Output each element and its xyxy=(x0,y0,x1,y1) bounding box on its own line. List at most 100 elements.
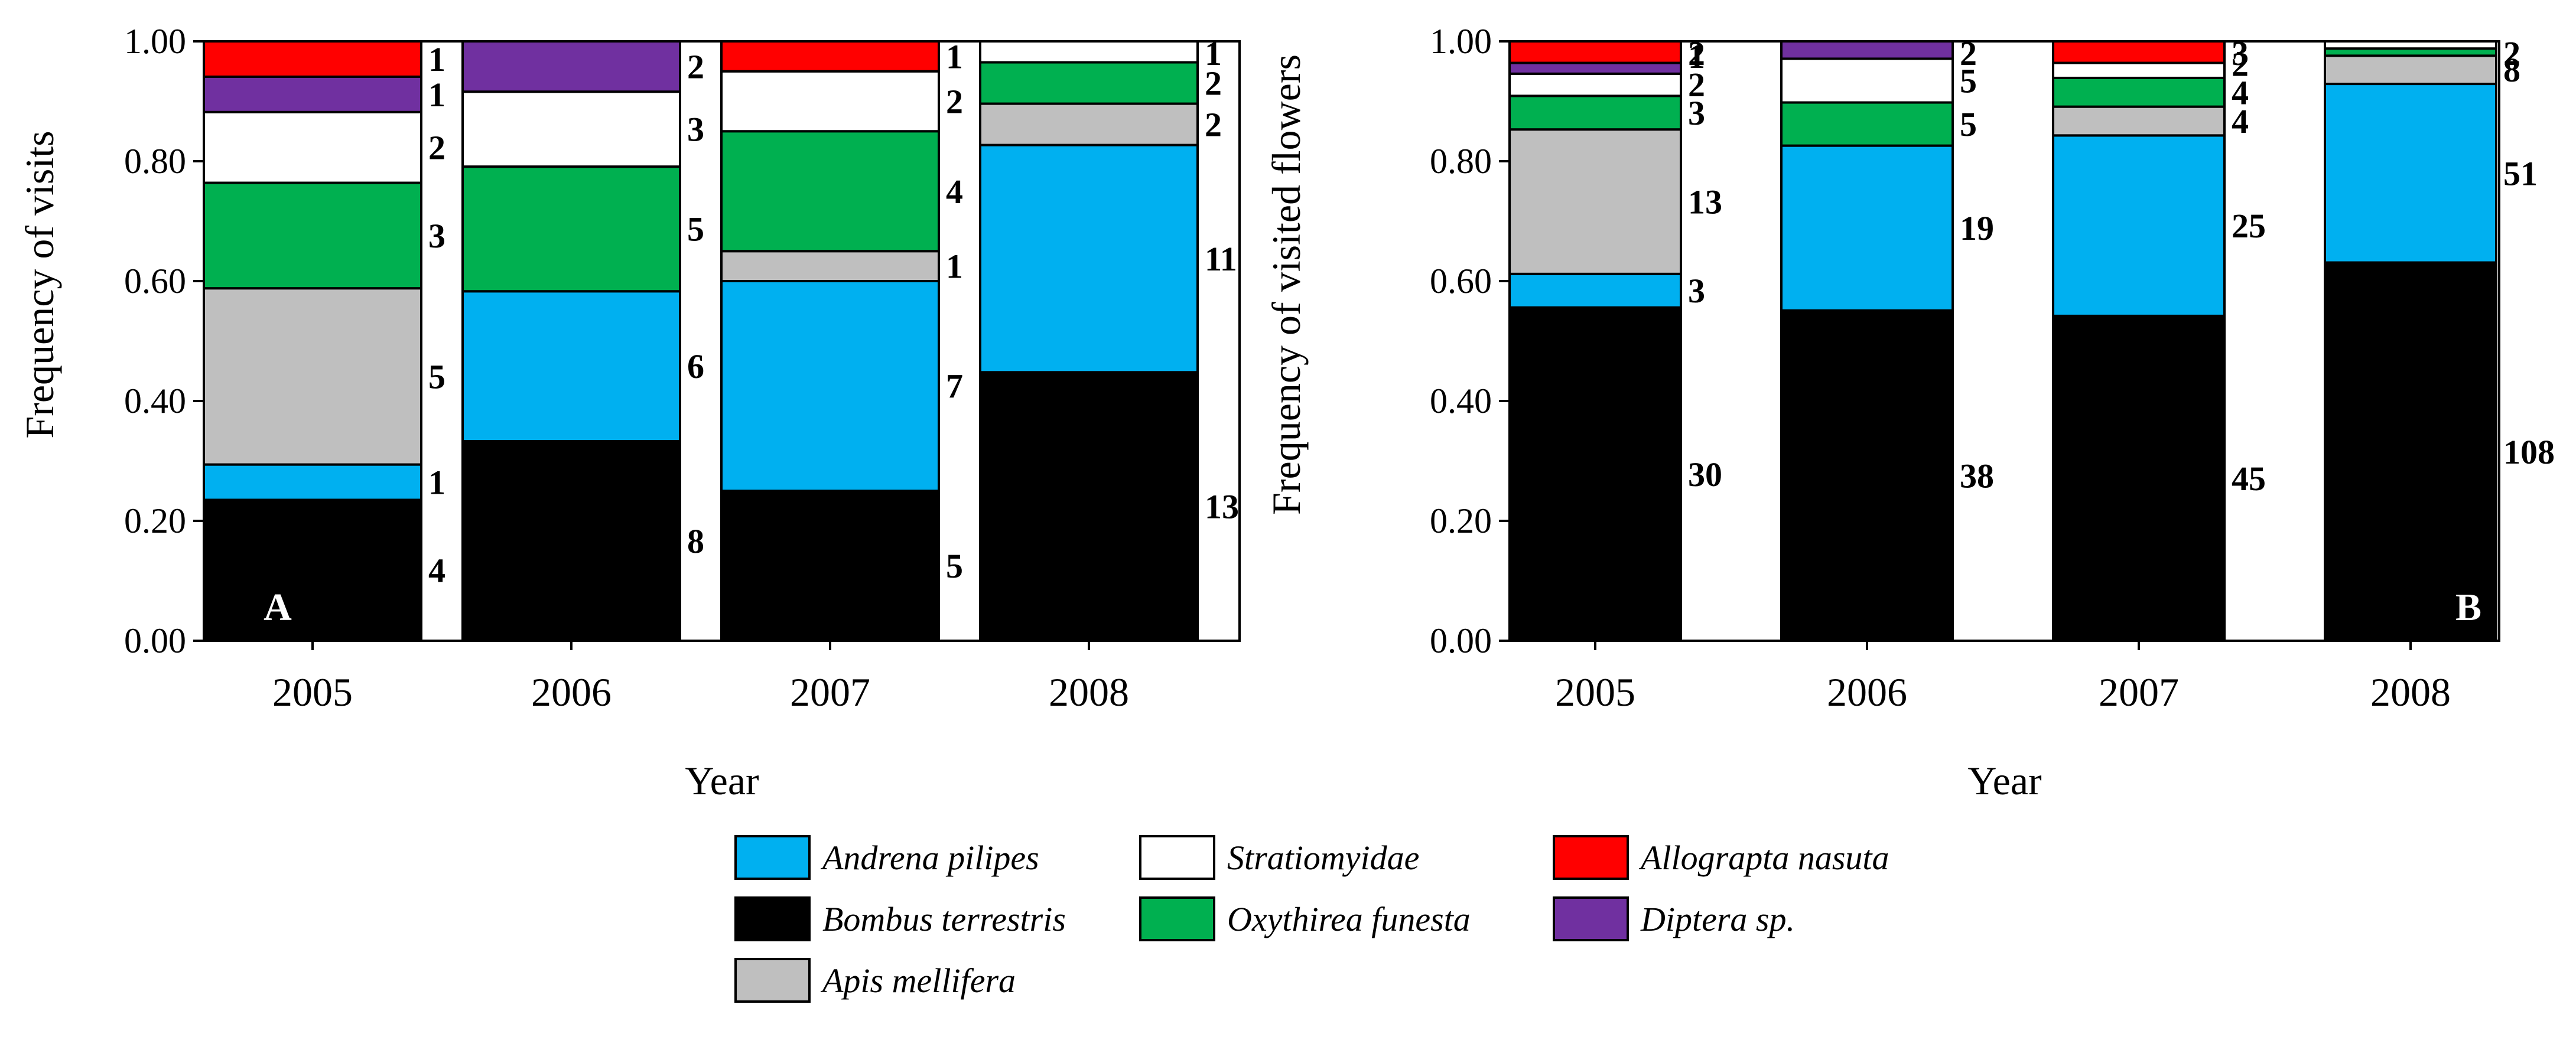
bar-segment-apis-mellifera-2007 xyxy=(2052,105,2226,137)
count-label: 5 xyxy=(1960,61,1977,100)
y-tick-label: 0.40 xyxy=(1430,381,1492,420)
count-label: 51 xyxy=(2503,154,2538,193)
bar-segment-andrena-pilipes-2006 xyxy=(461,290,681,443)
x-tick-label-2008: 2008 xyxy=(1049,670,1129,715)
legend-swatch-allograpta-nasuta xyxy=(1553,835,1629,880)
count-label: 4 xyxy=(428,552,445,590)
bar-segment-stratiomyidae-2008 xyxy=(2324,40,2497,50)
count-label: 13 xyxy=(1688,183,1722,221)
legend-item-apis-mellifera: Apis mellifera xyxy=(734,958,1016,1003)
bar-segment-oxythirea-funesta-2005 xyxy=(203,181,422,290)
bar-segment-oxythirea-funesta-2006 xyxy=(1780,101,1954,147)
x-tick-label-2005: 2005 xyxy=(1555,670,1635,715)
bar-segment-stratiomyidae-2005 xyxy=(1508,72,1682,97)
x-tick-label-2006: 2006 xyxy=(531,670,612,715)
count-label: 2 xyxy=(1960,34,1977,73)
count-label: 4 xyxy=(2232,73,2249,112)
bar-segment-apis-mellifera-2008 xyxy=(979,102,1199,146)
count-label: 5 xyxy=(1960,105,1977,144)
bar-segment-bombus-terrestris-2006 xyxy=(1780,309,1954,642)
count-label: 3 xyxy=(1688,94,1705,132)
y-tick-label: 0.00 xyxy=(1430,621,1492,660)
bar-segment-stratiomyidae-2006 xyxy=(461,90,681,168)
count-label: 108 xyxy=(2503,433,2555,471)
legend-swatch-stratiomyidae xyxy=(1139,835,1215,880)
bar-segment-bombus-terrestris-2007 xyxy=(2052,314,2226,642)
x-tick-label-2007: 2007 xyxy=(790,670,870,715)
panel-letter: A xyxy=(264,586,292,629)
count-label: 1 xyxy=(1688,37,1705,76)
bar-segment-oxythirea-funesta-2008 xyxy=(979,61,1199,105)
bar-segment-diptera-sp-2005 xyxy=(1508,61,1682,75)
bar-segment-andrena-pilipes-2005 xyxy=(1508,272,1682,309)
count-label: 1 xyxy=(428,464,445,502)
bar-segment-andrena-pilipes-2007 xyxy=(2052,134,2226,317)
bar-segment-allograpta-nasuta-2005 xyxy=(1508,40,1682,64)
legend-label-apis-mellifera: Apis mellifera xyxy=(820,961,1016,1000)
bar-segment-oxythirea-funesta-2006 xyxy=(461,165,681,293)
count-label: 2 xyxy=(2503,34,2520,73)
bar-segment-allograpta-nasuta-2007 xyxy=(2052,40,2226,64)
bar-segment-apis-mellifera-2008 xyxy=(2324,54,2497,86)
bar-segment-diptera-sp-2005 xyxy=(203,75,422,113)
bar-segment-diptera-sp-2006 xyxy=(461,40,681,93)
legend-swatch-bombus-terrestris xyxy=(734,896,811,941)
legend-label-diptera-sp: Diptera sp. xyxy=(1640,900,1795,938)
y-tick-label: 0.20 xyxy=(1430,501,1492,540)
y-axis-title-a: Frequency of visits xyxy=(17,131,62,438)
bar-segment-stratiomyidae-2007 xyxy=(2052,61,2226,79)
count-label: 2 xyxy=(2503,34,2520,73)
legend: Andrena pilipes Stratiomyidae Allograpta n… xyxy=(734,835,1889,1003)
count-label: 4 xyxy=(946,172,963,211)
count-label: 6 xyxy=(687,347,704,386)
count-label: 7 xyxy=(946,367,963,406)
bar-segment-andrena-pilipes-2008 xyxy=(2324,83,2497,264)
count-label: 3 xyxy=(1688,272,1705,310)
count-label: 4 xyxy=(2232,102,2249,141)
bar-segment-bombus-terrestris-2008 xyxy=(979,371,1199,643)
legend-label-oxythirea-funesta: Oxythirea funesta xyxy=(1227,900,1471,938)
bar-segment-stratiomyidae-2007 xyxy=(720,70,940,133)
panel-a-visits: Frequency of visits Year 0.00 0.20 0.40 0.6… xyxy=(17,22,1241,803)
x-axis-title-b: Year xyxy=(1967,758,2042,803)
bar-segment-apis-mellifera-2005 xyxy=(1508,128,1682,275)
count-label: 5 xyxy=(687,210,704,249)
count-label: 45 xyxy=(2232,459,2266,498)
bar-segment-oxythirea-funesta-2007 xyxy=(720,130,940,253)
y-tick-label: 0.00 xyxy=(124,621,186,660)
count-label: 5 xyxy=(428,357,445,396)
bar-segment-oxythirea-funesta-2007 xyxy=(2052,76,2226,108)
count-label: 2 xyxy=(1205,106,1222,144)
count-label: 3 xyxy=(428,217,445,255)
legend-item-allograpta-nasuta: Allograpta nasuta xyxy=(1553,835,1889,880)
legend-item-andrena-pilipes: Andrena pilipes xyxy=(734,835,1039,880)
count-label: 11 xyxy=(1205,240,1237,278)
count-label: 2 xyxy=(2232,45,2249,83)
bar-segment-andrena-pilipes-2008 xyxy=(979,144,1199,374)
x-tick-label-2008: 2008 xyxy=(2370,670,2451,715)
y-axis-title-b: Frequency of visited flowers xyxy=(1264,54,1309,515)
x-axis-title-a: Year xyxy=(685,758,759,803)
bar-segment-allograpta-nasuta-2007 xyxy=(720,40,940,73)
count-label: 2 xyxy=(687,48,704,86)
count-label: 1 xyxy=(946,247,963,286)
bar-segment-bombus-terrestris-2007 xyxy=(720,490,940,642)
bar-segment-bombus-terrestris-2005 xyxy=(203,498,422,642)
bar-segment-andrena-pilipes-2007 xyxy=(720,280,940,493)
count-label: 2 xyxy=(1688,66,1705,104)
legend-swatch-apis-mellifera xyxy=(734,958,811,1003)
y-tick-label: 1.00 xyxy=(1430,22,1492,61)
legend-label-andrena-pilipes: Andrena pilipes xyxy=(820,839,1039,877)
bar-segment-allograpta-nasuta-2005 xyxy=(203,40,422,78)
bar-segment-apis-mellifera-2007 xyxy=(720,250,940,282)
bar-segment-andrena-pilipes-2005 xyxy=(203,463,422,501)
legend-item-bombus-terrestris: Bombus terrestris xyxy=(734,896,1066,941)
count-label: 2 xyxy=(1205,64,1222,103)
y-tick-label: 0.80 xyxy=(124,142,186,181)
bar-segment-bombus-terrestris-2006 xyxy=(461,440,681,642)
legend-item-oxythirea-funesta: Oxythirea funesta xyxy=(1139,896,1471,941)
count-label: 25 xyxy=(2232,207,2266,245)
legend-item-diptera-sp: Diptera sp. xyxy=(1553,896,1795,941)
count-label: 3 xyxy=(687,110,704,149)
